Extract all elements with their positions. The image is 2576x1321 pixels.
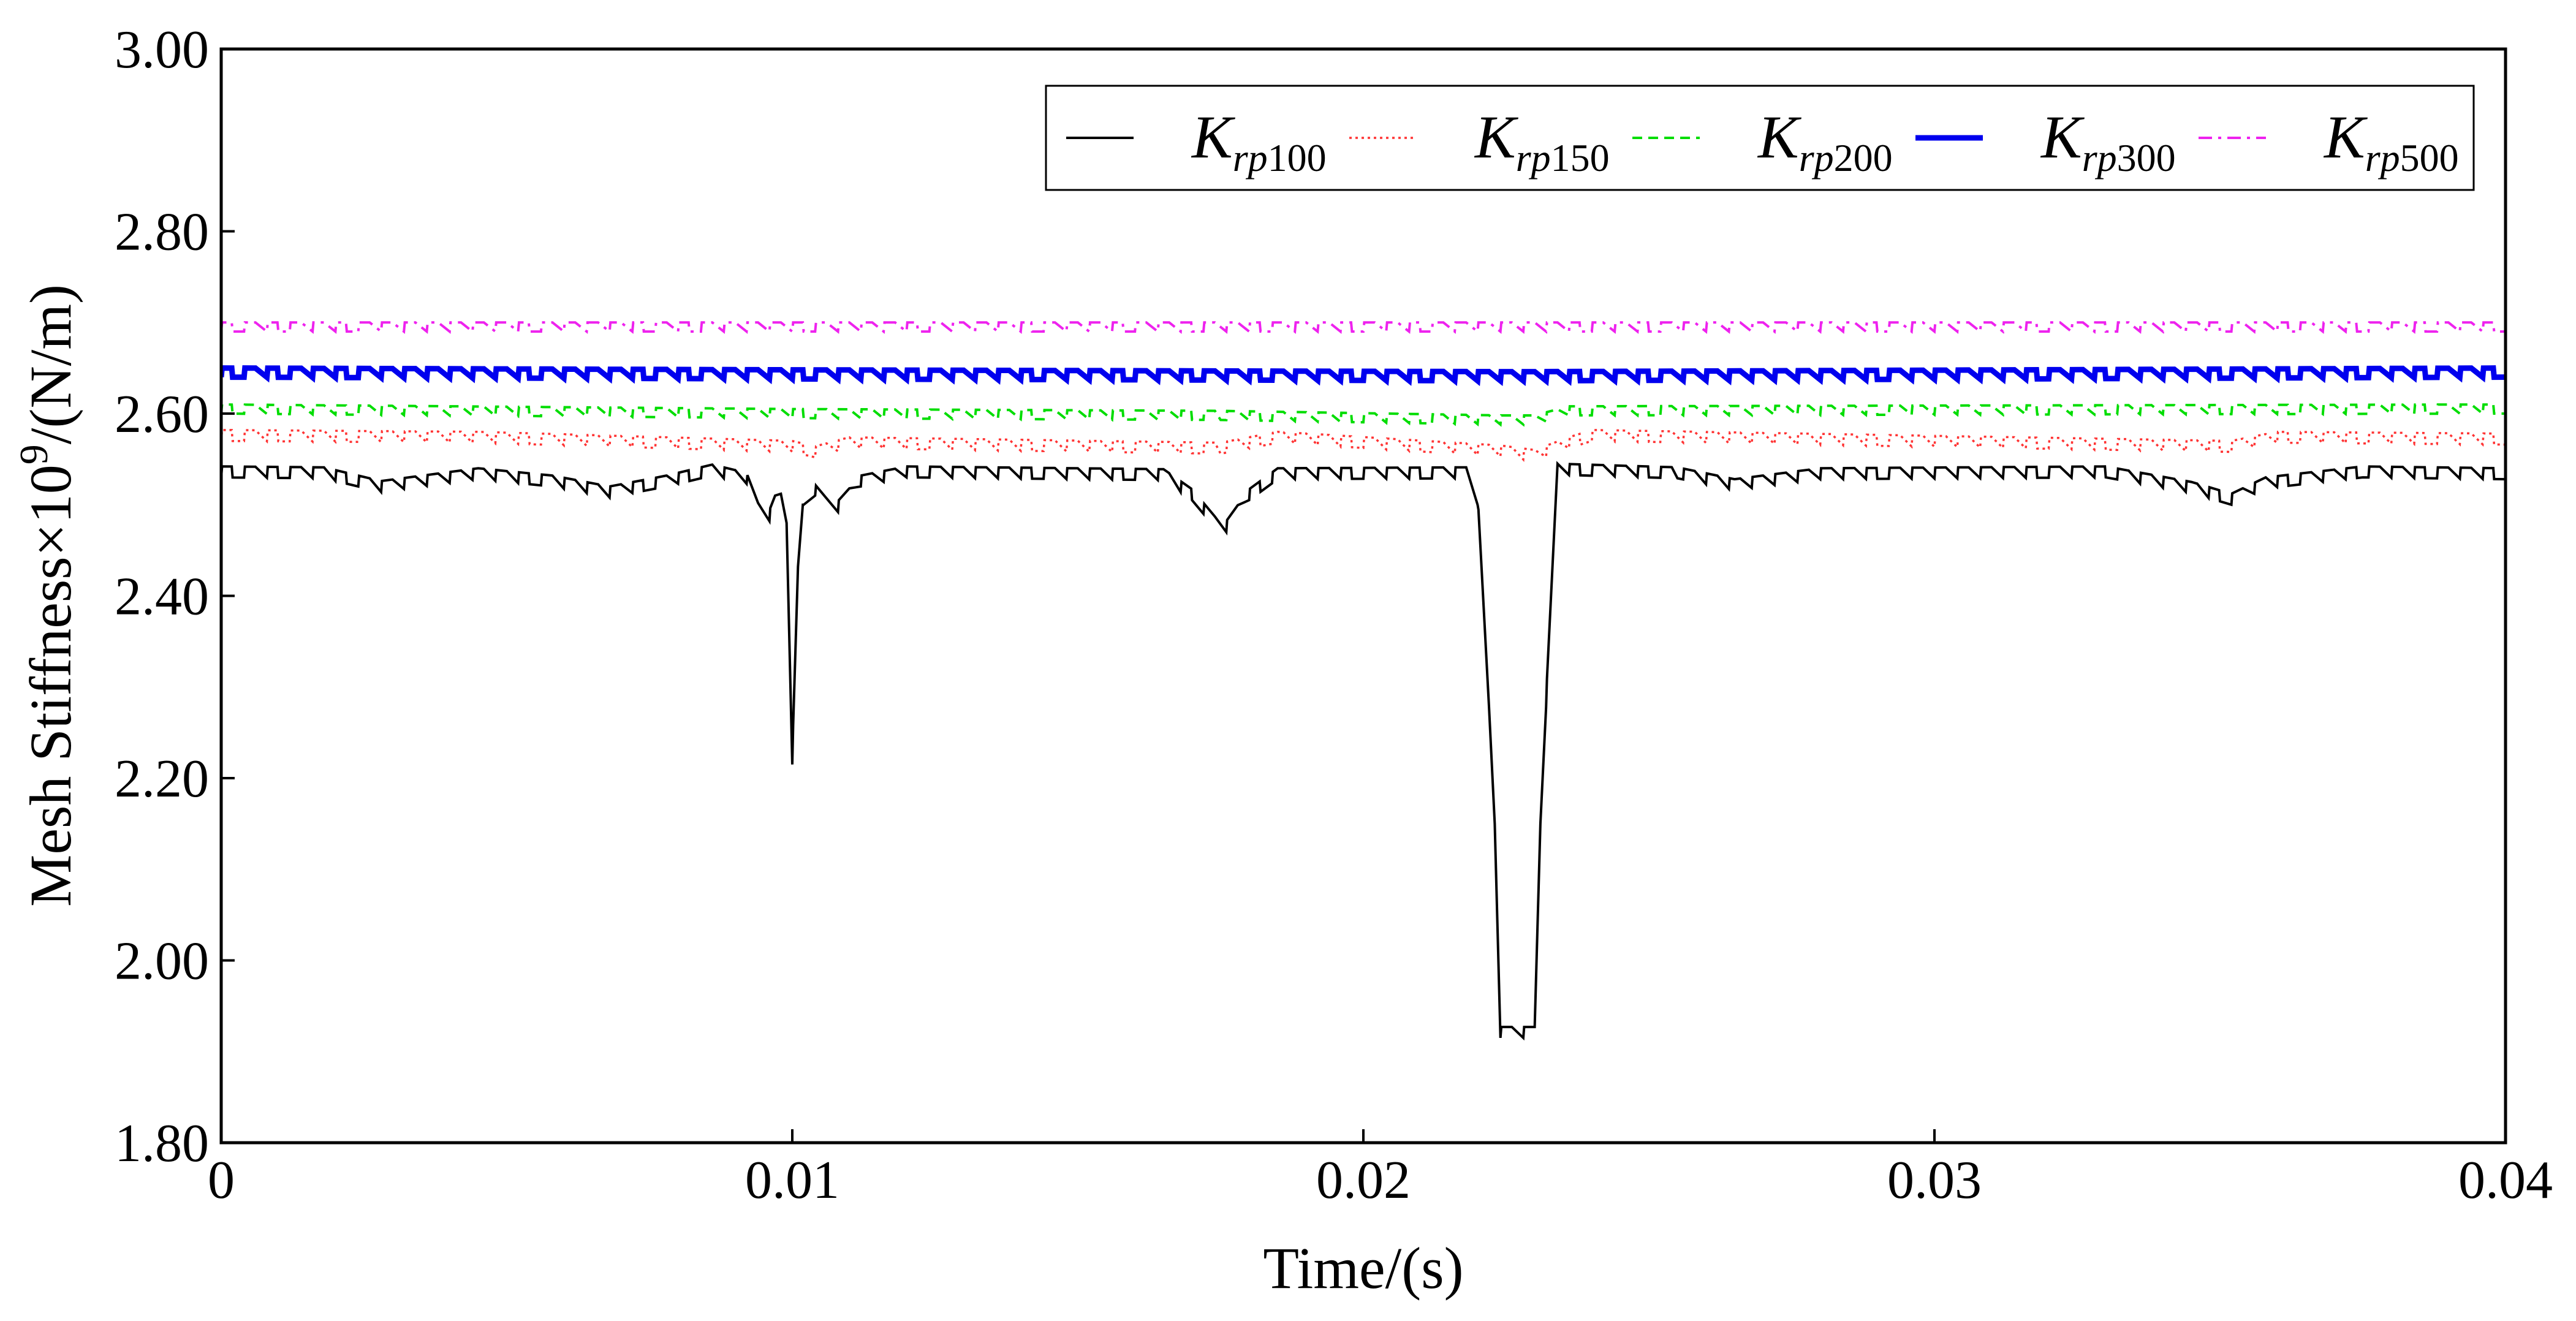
series-line-Krp300 bbox=[221, 365, 2506, 387]
x-tick-label: 0.02 bbox=[1316, 1151, 1411, 1210]
y-tick-label: 2.00 bbox=[115, 932, 209, 991]
legend-label-Krp150: Krp150 bbox=[1474, 103, 1610, 180]
series-line-Krp200 bbox=[221, 403, 2506, 427]
legend-label-Krp200: Krp200 bbox=[1757, 103, 1893, 180]
legend-label-Krp300: Krp300 bbox=[2040, 103, 2176, 180]
series-line-Krp500 bbox=[221, 321, 2506, 334]
legend: Krp100 Krp150 Krp200 Krp300 Krp500 bbox=[1045, 85, 2475, 191]
y-tick-label: 2.80 bbox=[115, 203, 209, 262]
y-axis-label-prefix: Mesh Stiffness×10 bbox=[18, 464, 83, 907]
x-tick-label: 0.03 bbox=[1887, 1151, 1982, 1210]
legend-label-Krp100: Krp100 bbox=[1191, 103, 1327, 180]
series-line-Krp150 bbox=[221, 429, 2506, 463]
series-layer bbox=[221, 321, 2506, 1041]
legend-label-Krp500: Krp500 bbox=[2323, 103, 2459, 180]
y-tick-label: 1.80 bbox=[115, 1114, 209, 1173]
y-tick-label: 3.00 bbox=[115, 20, 209, 80]
x-axis-label: Time/(s) bbox=[1263, 1235, 1463, 1301]
y-tick-label: 2.40 bbox=[115, 567, 209, 627]
y-axis-label-exponent: 9 bbox=[12, 444, 56, 464]
x-tick-label: 0.01 bbox=[745, 1151, 839, 1210]
series-line-Krp100 bbox=[221, 461, 2506, 1041]
y-axis-label: Mesh Stiffness×109/(N/m) bbox=[12, 284, 83, 907]
legend-box bbox=[1045, 85, 2475, 191]
x-tick-label: 0 bbox=[208, 1151, 235, 1210]
y-tick-label: 2.20 bbox=[115, 749, 209, 809]
x-tick-label: 0.04 bbox=[2458, 1151, 2553, 1210]
y-tick-label: 2.60 bbox=[115, 385, 209, 444]
axis-ticks: 0 0.01 0.02 0.03 0.04 1.80 2.00 2.20 2.40 2.60 2.8… bbox=[115, 20, 2553, 1210]
y-axis-label-suffix: /(N/m) bbox=[18, 284, 83, 444]
